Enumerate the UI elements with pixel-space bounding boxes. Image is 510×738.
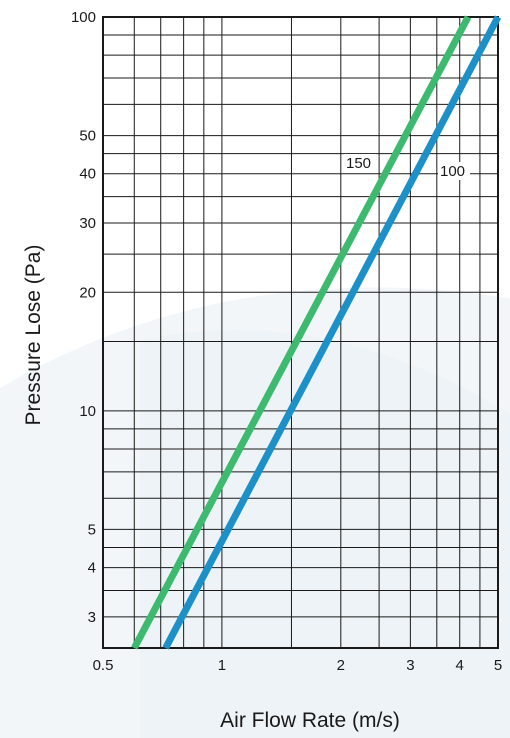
x-tick-label: 5 bbox=[494, 657, 502, 674]
y-tick-label: 40 bbox=[79, 166, 96, 183]
series-line-100 bbox=[162, 15, 502, 650]
series-label-bg bbox=[438, 162, 470, 180]
series-lines bbox=[131, 15, 502, 650]
y-tick-label: 4 bbox=[88, 560, 96, 577]
y-axis-title: Pressure Lose (Pa) bbox=[22, 245, 45, 426]
series-label-bg bbox=[344, 154, 376, 172]
y-tick-label: 20 bbox=[79, 284, 96, 301]
x-tick-label: 2 bbox=[337, 657, 345, 674]
x-tick-label: 0.5 bbox=[93, 657, 114, 674]
y-tick-label: 50 bbox=[79, 128, 96, 145]
y-tick-label: 10 bbox=[79, 403, 96, 420]
y-tick-labels: 100 50 40 30 20 10 5 4 3 bbox=[71, 9, 96, 626]
x-tick-label: 3 bbox=[406, 657, 414, 674]
grid-lines bbox=[103, 17, 498, 648]
y-tick-label: 5 bbox=[88, 521, 96, 538]
y-tick-label: 30 bbox=[79, 215, 96, 232]
series-labels: 150 100 bbox=[344, 154, 470, 180]
y-tick-label: 100 bbox=[71, 9, 96, 26]
series-label-150: 150 bbox=[346, 155, 371, 172]
x-tick-label: 4 bbox=[456, 657, 464, 674]
watermark bbox=[0, 287, 510, 738]
x-axis-title: Air Flow Rate (m/s) bbox=[220, 709, 400, 732]
plot-frame bbox=[102, 16, 499, 649]
y-tick-label: 3 bbox=[88, 609, 96, 626]
series-line-150 bbox=[131, 15, 472, 650]
x-tick-labels: 0.5 1 2 3 4 5 bbox=[93, 657, 503, 674]
x-tick-label: 1 bbox=[218, 657, 226, 674]
series-label-100: 100 bbox=[440, 163, 465, 180]
